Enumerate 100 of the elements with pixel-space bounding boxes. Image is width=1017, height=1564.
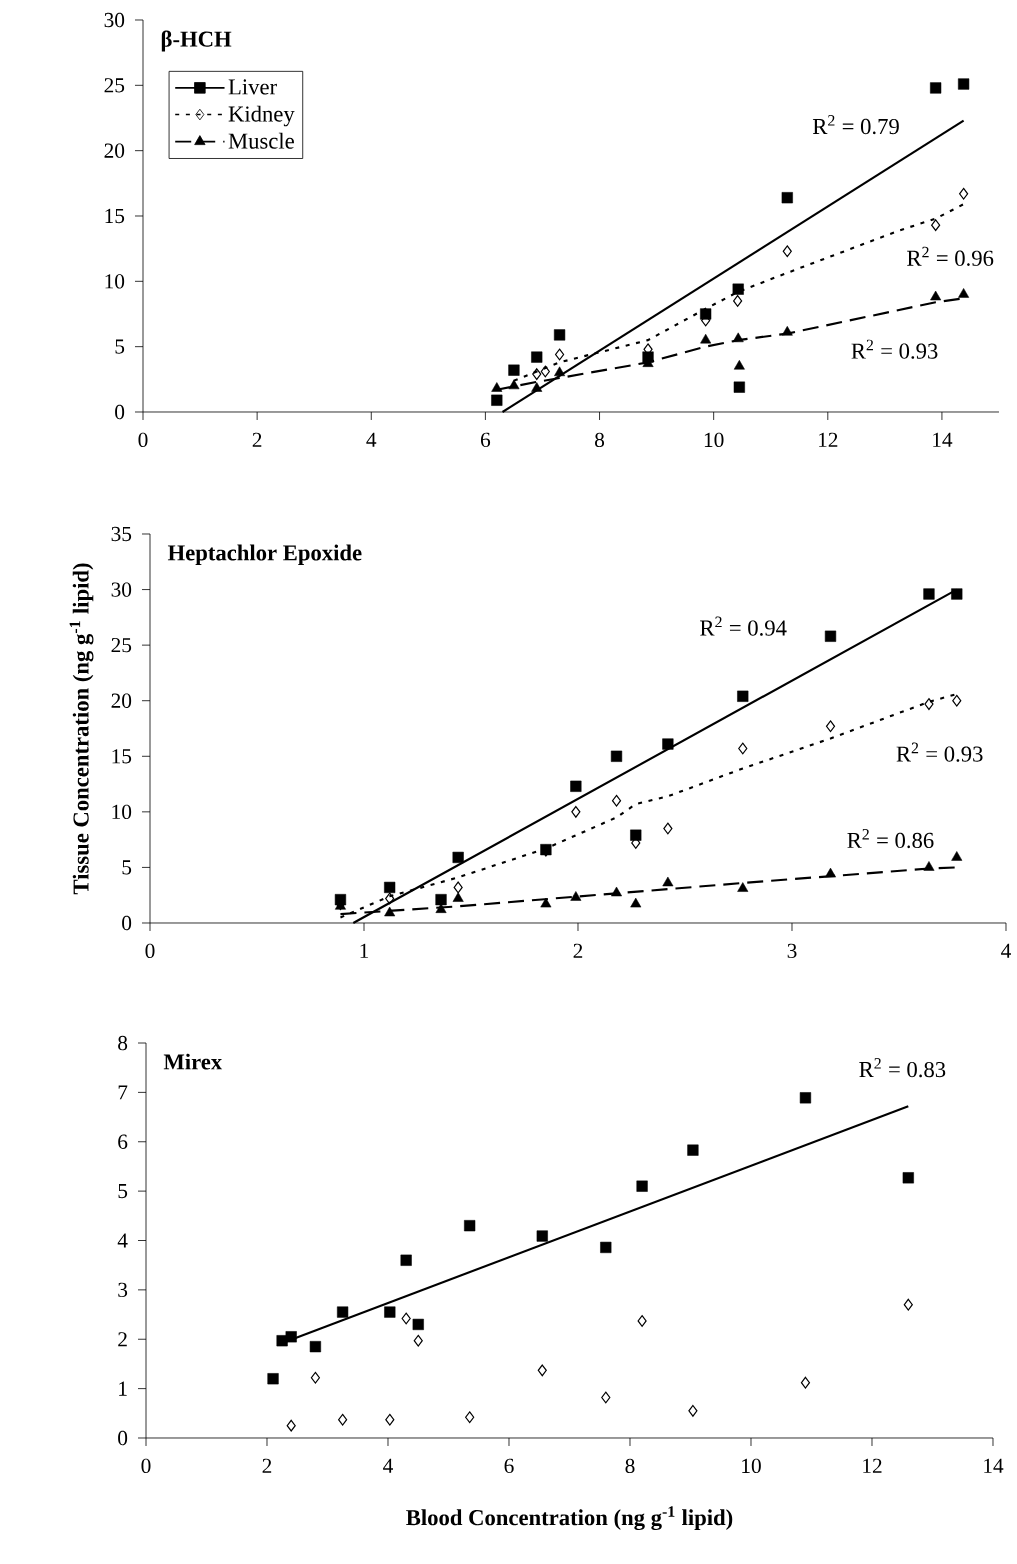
x-tick-label: 2 <box>252 432 262 447</box>
x-tick-label: 3 <box>787 943 797 959</box>
x-axis-title: Blood Concentration (ng g$^{-1}$ lipid) <box>406 1506 733 1531</box>
point <box>781 192 793 204</box>
point <box>537 1364 547 1377</box>
x-tick-label: 4 <box>383 1458 393 1473</box>
point <box>491 382 503 392</box>
point <box>286 1419 296 1432</box>
point <box>384 881 396 894</box>
point <box>688 1404 698 1417</box>
point <box>540 897 552 908</box>
point <box>958 288 970 298</box>
point <box>600 1241 612 1254</box>
point <box>738 742 748 755</box>
point <box>453 881 463 894</box>
point <box>540 365 550 378</box>
point <box>531 351 543 363</box>
point <box>700 333 712 344</box>
point <box>465 1411 475 1424</box>
point <box>733 381 745 393</box>
point <box>923 588 935 600</box>
point <box>611 886 622 897</box>
point <box>385 1413 395 1426</box>
x-tick-label: 4 <box>366 432 377 447</box>
point <box>536 1230 548 1242</box>
point <box>732 283 744 295</box>
point <box>951 588 963 600</box>
y-tick-label: 5 <box>115 339 125 354</box>
point <box>663 822 673 835</box>
y-tick-label: 1 <box>119 1381 127 1396</box>
y-tick-label: 8 <box>118 1035 128 1051</box>
point <box>662 876 674 887</box>
chart-title: β-HCH <box>161 30 232 52</box>
point <box>464 1220 476 1232</box>
point <box>700 308 712 320</box>
annotation: R$^{2}$ = 0.83 <box>859 1058 946 1078</box>
point <box>452 851 464 864</box>
y-tick-label: 5 <box>122 860 132 875</box>
point <box>384 1306 396 1318</box>
point <box>959 187 969 200</box>
annotation: R$^{2}$ = 0.93 <box>851 339 938 359</box>
y-tick-label: 20 <box>104 143 125 158</box>
y-tick-label: 30 <box>104 12 125 28</box>
point <box>385 892 395 905</box>
point <box>508 364 520 376</box>
x-tick-label: 10 <box>704 432 724 448</box>
point <box>309 1341 321 1353</box>
point <box>958 78 970 90</box>
y-tick-label: 25 <box>111 637 132 653</box>
y-tick-label: 6 <box>118 1134 128 1149</box>
point <box>781 326 793 336</box>
y-tick-label: 0 <box>115 404 125 420</box>
point <box>285 1331 297 1343</box>
point <box>338 1413 348 1426</box>
point <box>824 630 837 642</box>
y-tick-label: 7 <box>118 1085 128 1100</box>
annotation: R$^{2}$ = 0.86 <box>847 828 934 849</box>
point <box>930 82 942 94</box>
point <box>825 720 836 733</box>
point <box>737 690 749 702</box>
x-tick-label: 14 <box>984 1458 1004 1473</box>
point <box>662 738 674 750</box>
point <box>930 290 942 301</box>
annotation: R$^{2}$ = 0.93 <box>896 742 983 762</box>
point <box>611 794 622 807</box>
point <box>903 1298 913 1311</box>
point <box>902 1172 914 1184</box>
y-tick-label: 30 <box>111 582 132 597</box>
point <box>531 382 543 392</box>
point <box>923 861 935 871</box>
y-tick-label: 35 <box>111 526 132 542</box>
chart-title: Mirex <box>163 1053 223 1070</box>
point <box>732 332 744 343</box>
point <box>687 1144 699 1156</box>
point <box>337 1306 349 1318</box>
point <box>570 891 582 901</box>
y-tick-label: 10 <box>112 804 132 820</box>
point <box>636 1180 648 1192</box>
y-tick-label: 3 <box>118 1282 128 1298</box>
point <box>799 1092 812 1104</box>
point <box>491 394 503 406</box>
point <box>267 1373 279 1385</box>
x-tick-label: 2 <box>573 943 583 958</box>
point <box>554 348 565 361</box>
annotation: R$^{2}$ = 0.96 <box>907 246 994 266</box>
y-tick-label: 0 <box>118 1430 128 1446</box>
chart-title: Heptachlor Epoxide <box>167 544 362 566</box>
x-tick-label: 14 <box>933 432 953 447</box>
y-tick-label: 10 <box>105 274 125 289</box>
point <box>782 245 792 258</box>
point <box>571 805 581 818</box>
point <box>413 1334 423 1347</box>
x-tick-label: 6 <box>480 432 491 448</box>
point <box>435 894 447 906</box>
legend-label: Muscle <box>228 132 294 149</box>
x-tick-label: 0 <box>145 943 155 959</box>
point <box>508 379 520 390</box>
y-axis-title: Tissue Concentration (ng g$^{-1}$ lipid) <box>69 563 94 895</box>
x-tick-label: 12 <box>819 432 838 447</box>
point <box>601 1391 611 1404</box>
